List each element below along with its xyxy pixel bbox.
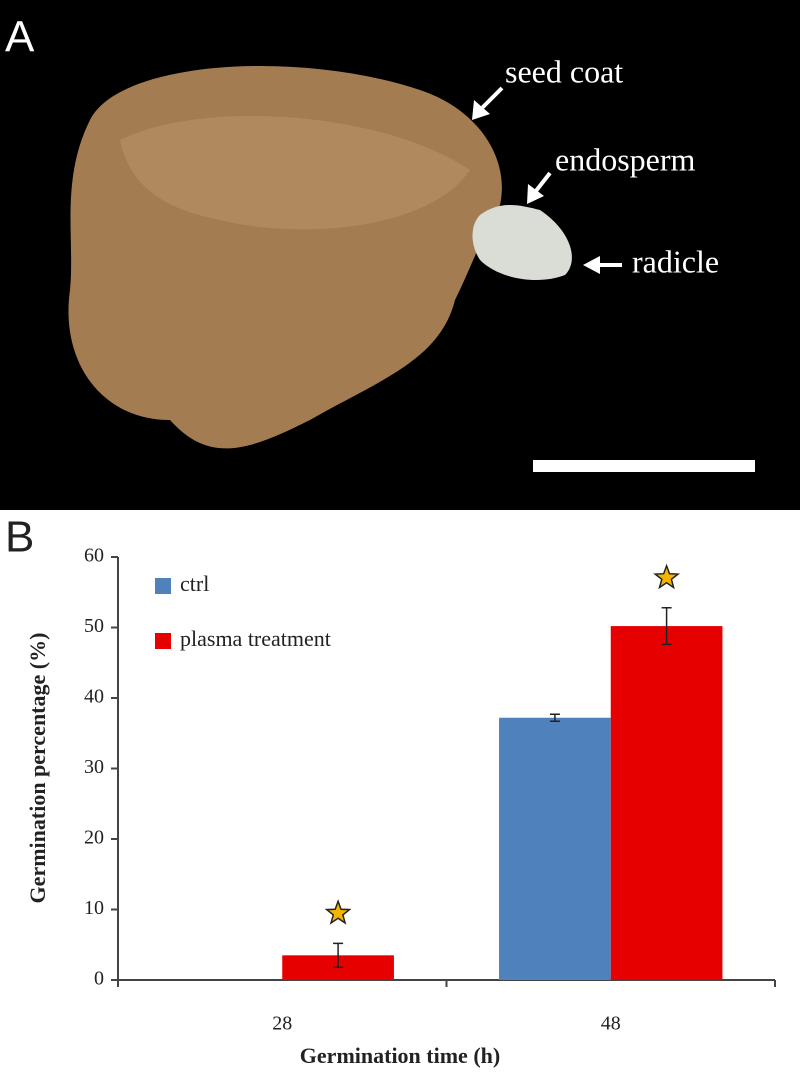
y-tick-label: 40	[84, 686, 104, 708]
annotation: radicle	[632, 243, 719, 279]
bar	[499, 717, 611, 980]
error-bar	[661, 607, 672, 646]
error-bar	[549, 713, 560, 723]
legend-swatch	[155, 633, 171, 649]
y-tick-label: 20	[84, 827, 104, 849]
y-tick-label: 60	[84, 545, 104, 567]
x-tick-label: 28	[272, 1013, 292, 1035]
bar	[610, 626, 723, 980]
scale-bar	[533, 460, 755, 472]
legend-swatch	[155, 578, 171, 594]
y-tick-label: 10	[84, 897, 104, 919]
x-axis-title: Germination time (h)	[300, 1043, 500, 1068]
error-bar	[333, 942, 344, 969]
y-axis-title: Germination percentage (%)	[25, 633, 50, 904]
seed-photo	[68, 66, 572, 449]
legend-label: plasma treatment	[180, 626, 331, 651]
y-tick-label: 0	[94, 968, 104, 990]
significance-star	[653, 563, 681, 590]
arrows	[472, 86, 622, 274]
y-tick-label: 50	[84, 615, 104, 637]
y-tick-label: 30	[84, 756, 104, 778]
x-tick-label: 48	[601, 1013, 621, 1035]
legend-label: ctrl	[180, 571, 209, 596]
panel-label: B	[5, 513, 34, 562]
significance-star	[324, 899, 352, 925]
annotation: endosperm	[555, 141, 696, 177]
annotation: seed coat	[505, 53, 623, 89]
panel-label: A	[5, 13, 35, 62]
